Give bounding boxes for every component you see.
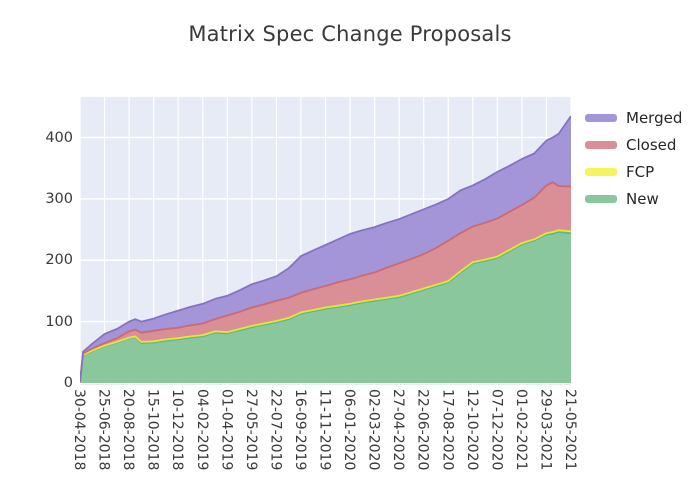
legend: Merged Closed FCP New	[585, 104, 682, 212]
legend-label-new: New	[626, 189, 659, 208]
legend-item-closed: Closed	[585, 131, 682, 158]
x-tick-label: 07-12-2020	[488, 389, 505, 471]
plot-area	[80, 97, 571, 385]
x-tick-label: 12-10-2020	[463, 389, 480, 471]
legend-item-merged: Merged	[585, 104, 682, 131]
chart-title: Matrix Spec Change Proposals	[188, 22, 512, 46]
x-tick-label: 15-10-2018	[144, 389, 161, 471]
x-tick-label: 21-05-2021	[562, 389, 578, 471]
x-tick-label: 20-08-2018	[120, 389, 137, 471]
x-tick-label: 25-06-2018	[95, 389, 112, 471]
x-tick-label: 01-02-2021	[512, 389, 529, 471]
x-tick-label: 16-09-2019	[291, 389, 308, 471]
area-merged	[80, 116, 571, 383]
x-tick-label: 27-05-2019	[242, 389, 259, 471]
legend-swatch-closed	[585, 140, 617, 149]
x-tick-label: 27-04-2020	[390, 389, 407, 471]
y-tick-label: 0	[63, 375, 73, 391]
area-new	[80, 232, 571, 383]
y-tick-label: 300	[45, 190, 73, 207]
legend-swatch-fcp	[585, 167, 617, 176]
stacked-area-chart	[80, 97, 571, 385]
y-tick-label: 400	[45, 129, 73, 146]
x-tick-label: 04-02-2019	[193, 389, 210, 471]
legend-label-merged: Merged	[626, 108, 683, 127]
y-tick-label: 200	[45, 252, 73, 269]
legend-swatch-new	[585, 194, 617, 203]
legend-label-closed: Closed	[626, 135, 677, 154]
x-tick-label: 01-04-2019	[218, 389, 235, 471]
legend-swatch-merged	[585, 113, 617, 122]
x-tick-label: 06-01-2020	[341, 389, 358, 471]
y-tick-label: 100	[45, 313, 73, 330]
legend-item-fcp: FCP	[585, 158, 682, 185]
area-edge-merged	[80, 115, 571, 382]
x-tick-label: 17-08-2020	[439, 389, 456, 471]
area-edge-fcp	[80, 229, 571, 383]
x-tick-label: 30-04-2018	[71, 389, 87, 471]
x-tick-label: 22-06-2020	[414, 389, 431, 471]
x-tick-label: 10-12-2018	[169, 389, 186, 471]
legend-label-fcp: FCP	[626, 162, 655, 181]
x-tick-label: 02-03-2020	[365, 389, 382, 471]
x-tick-label: 22-07-2019	[267, 389, 284, 471]
area-closed	[80, 182, 571, 383]
x-tick-label: 29-03-2021	[537, 389, 554, 471]
legend-item-new: New	[585, 185, 682, 212]
area-edge-closed	[80, 181, 571, 383]
x-tick-label: 11-11-2019	[316, 389, 333, 471]
area-edge-new	[80, 231, 571, 383]
